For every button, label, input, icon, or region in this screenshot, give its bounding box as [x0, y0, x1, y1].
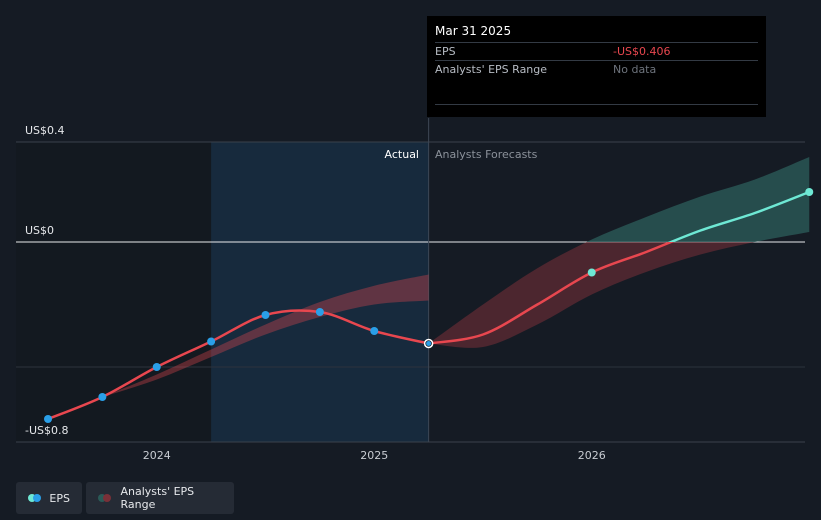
past-region-dark [16, 142, 212, 442]
forecast-range-band-positive [586, 157, 810, 242]
legend-range-button[interactable]: Analysts' EPS Range [86, 482, 234, 514]
actual-section-label: Actual [385, 148, 419, 161]
tooltip-date: Mar 31 2025 [435, 24, 512, 38]
tooltip-range-row: Analysts' EPS Range No data [435, 60, 758, 78]
range-legend-icon [98, 493, 113, 503]
eps-point[interactable] [315, 308, 324, 316]
past-highlight-region [211, 142, 429, 442]
x-tick-label-2026: 2026 [578, 449, 606, 462]
tooltip-eps-label: EPS [435, 45, 456, 58]
y-tick-label-top: US$0.4 [25, 124, 65, 137]
eps-forecast-point[interactable] [805, 188, 814, 196]
eps-point[interactable] [261, 311, 270, 319]
eps-line-forecast-negative [428, 242, 675, 345]
tooltip-eps-value: -US$0.406 [613, 45, 671, 58]
eps-point[interactable] [44, 415, 52, 423]
eps-point[interactable] [370, 327, 379, 335]
eps-point[interactable] [152, 363, 161, 371]
tooltip-range-value: No data [613, 63, 657, 76]
eps-line-forecast-positive [667, 190, 810, 242]
eps-forecast-point[interactable] [587, 268, 596, 277]
x-tick-label-2025: 2025 [360, 449, 388, 462]
y-tick-label-bottom: -US$0.8 [25, 424, 69, 437]
eps-point[interactable] [98, 393, 107, 401]
tooltip-divider [435, 104, 758, 105]
forecast-section-label: Analysts Forecasts [435, 148, 538, 161]
legend-eps-button[interactable]: EPS [16, 482, 82, 514]
eps-point-selected-core [426, 341, 432, 346]
x-tick-label-2024: 2024 [143, 449, 171, 462]
legend-range-label: Analysts' EPS Range [120, 485, 195, 511]
eps-legend-icon [28, 493, 41, 503]
legend-eps-label: EPS [49, 491, 70, 505]
tooltip: Mar 31 2025 EPS -US$0.406 Analysts' EPS … [427, 16, 766, 117]
eps-point[interactable] [207, 337, 216, 346]
tooltip-range-label: Analysts' EPS Range [435, 63, 548, 76]
past-range-band [102, 274, 429, 397]
tooltip-eps-row: EPS -US$0.406 [435, 42, 758, 60]
eps-line-actual [47, 309, 429, 421]
y-tick-label-zero: US$0 [25, 224, 54, 237]
